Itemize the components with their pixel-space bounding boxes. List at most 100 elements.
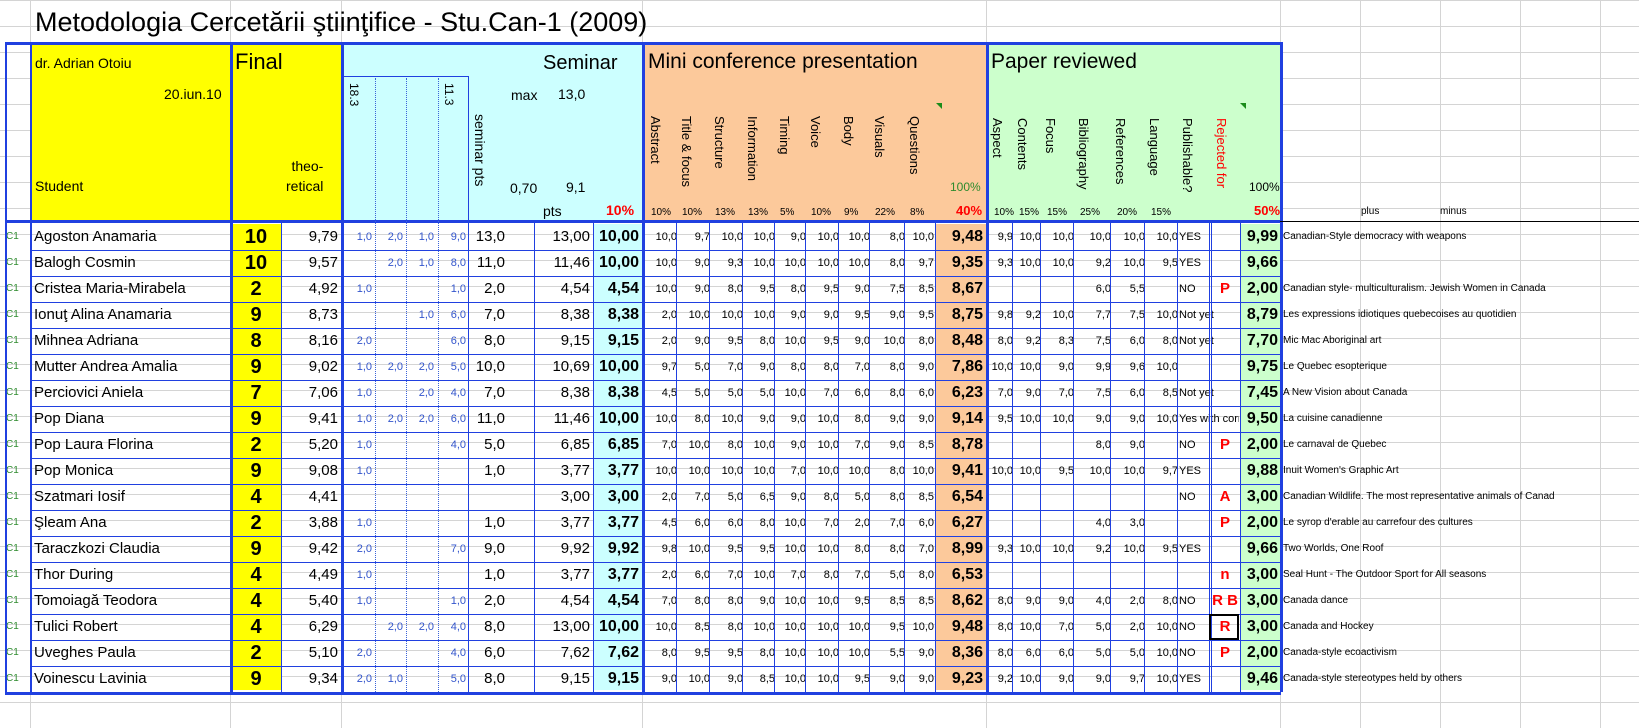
mini-score: 10,0 xyxy=(688,309,710,321)
mini-col-header: Voice xyxy=(808,116,823,148)
table-row[interactable]: C1 Thor During 4 4,49 1,0 1,0 3,77 3,77 2,0 6,0 7,… xyxy=(0,562,1639,588)
table-row[interactable]: C1 Agoston Anamaria 10 9,79 1,0 2,0 1,0 9,0 13,0… xyxy=(0,224,1639,250)
border-line xyxy=(642,42,645,692)
final-grade: 4 xyxy=(250,564,262,586)
mini-score: 9,0 xyxy=(889,439,905,451)
table-row[interactable]: C1 Pop Monica 9 9,08 1,0 1,0 3,77 3,77 10,0 10,0 1… xyxy=(0,458,1639,484)
paper-score: 9,7 xyxy=(1129,673,1145,685)
paper-score: 9,0 xyxy=(1095,673,1111,685)
paper-score: 9,5 xyxy=(1162,257,1178,269)
table-row[interactable]: C1 Cristea Maria-Mirabela 2 4,92 1,0 1,0 2,0 4,… xyxy=(0,276,1639,302)
table-row[interactable]: C1 Szatmari Iosif 4 4,41 3,00 3,00 2,0 7,0 5,0 6,… xyxy=(0,484,1639,510)
mini-score: 9,5 xyxy=(727,647,743,659)
table-row[interactable]: C1 Pop Diana 9 9,41 1,0 2,0 2,0 6,0 11,0 11,46 10,… xyxy=(0,406,1639,432)
mini-score: 9,5 xyxy=(727,335,743,347)
final-grade: 4 xyxy=(250,616,262,638)
paper-total: 3,00 xyxy=(1246,488,1278,505)
max-value: 13,0 xyxy=(558,86,586,102)
table-row[interactable]: C1 Perciovici Aniela 7 7,06 1,0 2,0 4,0 7,0 8,38… xyxy=(0,380,1639,406)
paper-score: 9,3 xyxy=(997,257,1013,269)
mini-score: 8,0 xyxy=(889,387,905,399)
seminar-score: 6,0 xyxy=(450,413,466,425)
table-row[interactable]: C1 Ionuţ Alina Anamaria 9 8,73 1,0 6,0 7,0 8,38… xyxy=(0,302,1639,328)
student-name: Tomoiagă Teodora xyxy=(34,592,158,609)
mini-score: 10,0 xyxy=(721,309,743,321)
mini-conference-header: Mini conference presentation xyxy=(648,50,918,73)
paper-score: 9,7 xyxy=(1162,465,1178,477)
row-border xyxy=(30,250,1280,251)
row-border xyxy=(30,380,1280,381)
final-grade: 9 xyxy=(250,538,262,560)
mini-total: 8,62 xyxy=(951,592,983,609)
seminar-score xyxy=(406,588,434,614)
seminar-v91: 9,1 xyxy=(566,179,586,195)
mini-score: 10,0 xyxy=(688,543,710,555)
row-border xyxy=(30,432,1280,433)
mini-score: 10,0 xyxy=(721,413,743,425)
selected-cell[interactable] xyxy=(1209,614,1239,640)
table-row[interactable]: C1 Voinescu Lavinia 9 9,34 2,0 1,0 5,0 8,0 9,15 9… xyxy=(0,666,1639,692)
table-row[interactable]: C1 Tulici Robert 4 6,29 2,0 2,0 4,0 8,0 13,00 10,… xyxy=(0,614,1639,640)
seminar-score xyxy=(406,276,434,302)
row-border xyxy=(30,666,1280,667)
mini-score: 5,0 xyxy=(889,569,905,581)
table-row[interactable]: C1 Taraczkozi Claudia 9 9,42 2,0 7,0 9,0 9,92 9,… xyxy=(0,536,1639,562)
paper-score: 10,0 xyxy=(1089,231,1111,243)
border-line xyxy=(986,42,989,692)
table-row[interactable]: C1 Mihnea Adriana 8 8,16 2,0 6,0 8,0 9,15 9,15 2,… xyxy=(0,328,1639,354)
theoretical-grade: 4,49 xyxy=(308,566,338,583)
cyan-seminar-area xyxy=(342,44,642,221)
final-grade: 2 xyxy=(250,512,262,534)
seminar-grade: 3,77 xyxy=(607,514,639,531)
seminar-pts: 8,0 xyxy=(484,618,505,635)
paper-score xyxy=(1145,510,1178,536)
mini-col-header: Visuals xyxy=(872,116,887,158)
paper-score: 10,0 xyxy=(1052,257,1074,269)
table-row[interactable]: C1 Şleam Ana 2 3,88 1,0 1,0 3,77 3,77 4,5 6,0 6,0 8… xyxy=(0,510,1639,536)
seminar-score xyxy=(406,484,434,510)
publishable: Not yet xyxy=(1179,335,1214,347)
border-line xyxy=(838,222,839,692)
seminar-score xyxy=(375,458,403,484)
mini-score: 8,0 xyxy=(823,361,839,373)
points: 13,00 xyxy=(552,228,590,245)
mini-score: 9,5 xyxy=(727,543,743,555)
theoretical-grade: 8,73 xyxy=(308,306,338,323)
mini-score: 10,0 xyxy=(848,465,870,477)
table-row[interactable]: C1 Balogh Cosmin 10 9,57 2,0 1,0 8,0 11,0 11,46 1… xyxy=(0,250,1639,276)
mini-score: 6,0 xyxy=(918,387,934,399)
seminar-grade: 6,85 xyxy=(607,436,639,453)
orange-mini-area xyxy=(643,44,986,221)
paper-total: 2,00 xyxy=(1246,514,1278,531)
mini-score: 9,0 xyxy=(759,361,775,373)
seminar-header: Seminar xyxy=(543,52,618,74)
paper-score: 6,0 xyxy=(1129,387,1145,399)
table-row[interactable]: C1 Mutter Andrea Amalia 9 9,02 1,0 2,0 2,0 5,0 1… xyxy=(0,354,1639,380)
mini-score: 7,0 xyxy=(823,517,839,529)
paper-score: 8,0 xyxy=(1162,595,1178,607)
paper-score xyxy=(988,276,1013,302)
theoretical-grade: 9,02 xyxy=(308,358,338,375)
mini-total: 7,86 xyxy=(951,358,983,375)
mini-score: 5,0 xyxy=(727,491,743,503)
comment-marker xyxy=(936,103,942,109)
paper-score: 10,0 xyxy=(1123,465,1145,477)
mini-score: 2,0 xyxy=(661,309,677,321)
paper-score: 5,0 xyxy=(1129,647,1145,659)
seminar-grade: 10,00 xyxy=(598,228,639,245)
paper-score xyxy=(1041,432,1074,458)
table-row[interactable]: C1 Pop Laura Florina 2 5,20 1,0 4,0 5,0 6,85 6,8… xyxy=(0,432,1639,458)
grid-h xyxy=(0,416,1639,417)
mini-score: 8,0 xyxy=(889,465,905,477)
seminar-score xyxy=(344,302,372,328)
student-name: Szatmari Iosif xyxy=(34,488,125,505)
seminar-grade: 8,38 xyxy=(607,384,639,401)
seminar-grade: 4,54 xyxy=(607,280,639,297)
mini-score: 5,0 xyxy=(694,361,710,373)
table-row[interactable]: C1 Uveghes Paula 2 5,10 2,0 4,0 6,0 7,62 7,62 8,0… xyxy=(0,640,1639,666)
table-row[interactable]: C1 Tomoiagă Teodora 4 5,40 1,0 1,0 2,0 4,54 4,54… xyxy=(0,588,1639,614)
paper-total: 3,00 xyxy=(1246,566,1278,583)
paper-total: 2,00 xyxy=(1246,436,1278,453)
mini-score: 8,0 xyxy=(823,569,839,581)
